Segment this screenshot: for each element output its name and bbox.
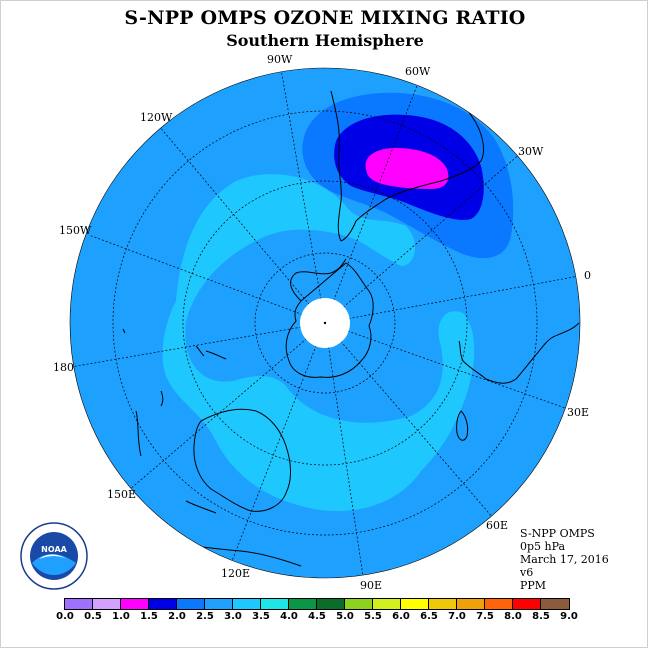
info-pressure: 0p5 hPa bbox=[520, 540, 566, 553]
colorbar-tick-label: 2.0 bbox=[168, 611, 186, 622]
lon-label-150e: 150E bbox=[107, 488, 137, 501]
colorbar-tick-label: 8.5 bbox=[532, 611, 550, 622]
colorbar-swatch bbox=[485, 599, 513, 609]
contour-light-band bbox=[162, 174, 475, 512]
coast-south-america bbox=[330, 90, 485, 242]
coast-new-zealand bbox=[195, 345, 227, 360]
coast-africa bbox=[458, 322, 580, 384]
graticule-latitudes bbox=[112, 110, 538, 536]
noaa-logo: NOAA bbox=[20, 522, 88, 590]
colorbar-swatch bbox=[205, 599, 233, 609]
colorbar bbox=[64, 598, 570, 610]
lon-label-180: 180 bbox=[53, 361, 74, 374]
info-units: PPM bbox=[520, 579, 547, 592]
colorbar-swatch bbox=[457, 599, 485, 609]
colorbar-tick-label: 4.5 bbox=[308, 611, 326, 622]
colorbar-swatch bbox=[317, 599, 345, 609]
lon-label-60w: 60W bbox=[405, 65, 431, 78]
colorbar-ticks: 0.0 0.5 1.0 1.5 2.0 2.5 3.0 3.5 4.0 4.5 5.0 5.5 6.0 6… bbox=[1, 611, 647, 625]
lon-label-60e: 60E bbox=[486, 519, 509, 532]
info-instrument: S-NPP OMPS bbox=[520, 527, 595, 540]
lon-label-30w: 30W bbox=[518, 145, 544, 158]
colorbar-tick-label: 8.0 bbox=[504, 611, 522, 622]
logo-text: NOAA bbox=[41, 545, 67, 554]
colorbar-swatch bbox=[289, 599, 317, 609]
graticule-meridians bbox=[70, 68, 580, 577]
lon-label-120w: 120W bbox=[140, 111, 173, 124]
colorbar-tick-label: 1.5 bbox=[140, 611, 158, 622]
colorbar-swatch bbox=[345, 599, 373, 609]
page-subtitle: Southern Hemisphere bbox=[226, 31, 424, 50]
colorbar-tick-label: 0.0 bbox=[56, 611, 74, 622]
colorbar-swatch bbox=[541, 599, 569, 609]
page-title: S-NPP OMPS OZONE MIXING RATIO bbox=[124, 7, 526, 29]
colorbar-swatch bbox=[401, 599, 429, 609]
colorbar-tick-label: 9.0 bbox=[560, 611, 578, 622]
colorbar-tick-label: 6.5 bbox=[420, 611, 438, 622]
colorbar-tick-label: 3.0 bbox=[224, 611, 242, 622]
info-version: v6 bbox=[520, 566, 534, 579]
colorbar-tick-label: 6.0 bbox=[392, 611, 410, 622]
colorbar-swatch bbox=[513, 599, 541, 609]
coastlines bbox=[122, 90, 580, 567]
colorbar-swatch bbox=[429, 599, 457, 609]
colorbar-tick-label: 4.0 bbox=[280, 611, 298, 622]
colorbar-swatch bbox=[121, 599, 149, 609]
lon-label-0: 0 bbox=[584, 269, 591, 282]
colorbar-tick-label: 1.0 bbox=[112, 611, 130, 622]
info-block: S-NPP OMPS 0p5 hPa March 17, 2016 v6 PPM bbox=[520, 527, 609, 592]
coast-islands bbox=[122, 328, 164, 457]
colorbar-swatch bbox=[65, 599, 93, 609]
info-date: March 17, 2016 bbox=[520, 553, 609, 566]
colorbar-swatch bbox=[261, 599, 289, 609]
lon-label-150w: 150W bbox=[59, 224, 92, 237]
colorbar-tick-label: 7.0 bbox=[448, 611, 466, 622]
coast-antarctica bbox=[285, 258, 374, 378]
colorbar-tick-label: 5.0 bbox=[336, 611, 354, 622]
coast-madagascar bbox=[456, 410, 469, 441]
map-boundary bbox=[69, 67, 581, 579]
colorbar-tick-label: 0.5 bbox=[84, 611, 102, 622]
colorbar-swatch bbox=[149, 599, 177, 609]
lon-label-30e: 30E bbox=[567, 406, 590, 419]
lon-label-120e: 120E bbox=[221, 567, 251, 580]
colorbar-swatch bbox=[177, 599, 205, 609]
coast-australia bbox=[193, 408, 291, 512]
lon-label-90e: 90E bbox=[360, 579, 383, 592]
colorbar-tick-label: 5.5 bbox=[364, 611, 382, 622]
lon-label-90w: 90W bbox=[267, 53, 293, 66]
colorbar-swatch bbox=[93, 599, 121, 609]
colorbar-tick-label: 3.5 bbox=[252, 611, 270, 622]
colorbar-tick-label: 7.5 bbox=[476, 611, 494, 622]
colorbar-swatch bbox=[373, 599, 401, 609]
colorbar-tick-label: 2.5 bbox=[196, 611, 214, 622]
contour-max bbox=[365, 148, 449, 189]
colorbar-swatch bbox=[233, 599, 261, 609]
